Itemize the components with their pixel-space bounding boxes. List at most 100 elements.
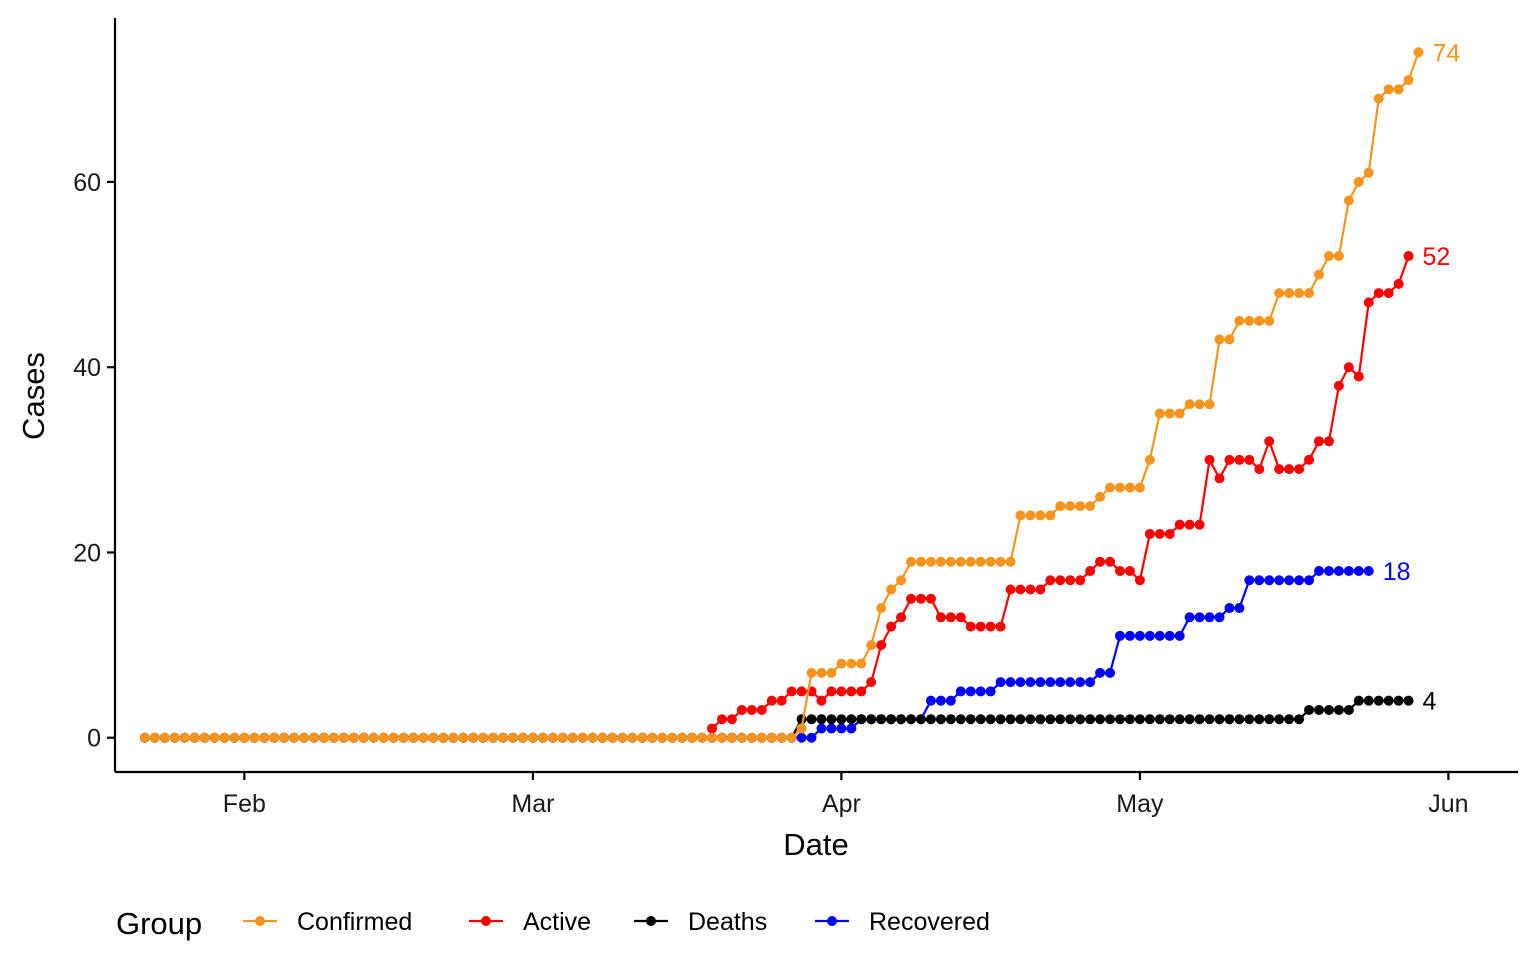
data-point-confirmed bbox=[428, 732, 439, 743]
data-point-deaths bbox=[816, 714, 827, 725]
legend-label: Active bbox=[523, 908, 591, 936]
data-point-confirmed bbox=[1194, 399, 1205, 410]
data-point-confirmed bbox=[687, 732, 698, 743]
data-point-active bbox=[1065, 575, 1076, 586]
data-point-confirmed bbox=[229, 732, 240, 743]
data-point-active bbox=[1383, 288, 1394, 299]
data-point-deaths bbox=[1403, 695, 1414, 706]
data-point-deaths bbox=[826, 714, 837, 725]
data-point-confirmed bbox=[388, 732, 399, 743]
data-point-active bbox=[975, 621, 986, 632]
data-point-deaths bbox=[925, 714, 936, 725]
data-point-deaths bbox=[1055, 714, 1066, 725]
data-point-confirmed bbox=[846, 658, 857, 669]
data-point-deaths bbox=[1164, 714, 1175, 725]
data-point-deaths bbox=[1144, 714, 1155, 725]
data-point-confirmed bbox=[348, 732, 359, 743]
legend-key-point bbox=[481, 916, 491, 926]
data-point-confirmed bbox=[796, 723, 807, 734]
legend-key-point bbox=[646, 916, 656, 926]
data-point-active bbox=[826, 686, 837, 697]
data-point-recovered bbox=[1204, 612, 1215, 623]
data-point-deaths bbox=[1005, 714, 1016, 725]
data-point-active bbox=[736, 704, 747, 715]
data-point-confirmed bbox=[527, 732, 538, 743]
data-point-confirmed bbox=[1264, 315, 1275, 326]
data-point-deaths bbox=[945, 714, 956, 725]
data-point-confirmed bbox=[667, 732, 678, 743]
data-point-deaths bbox=[866, 714, 877, 725]
data-point-recovered bbox=[1304, 575, 1315, 586]
data-point-confirmed bbox=[896, 575, 907, 586]
x-tick-label: Apr bbox=[822, 790, 861, 818]
data-point-confirmed bbox=[886, 584, 897, 595]
data-point-confirmed bbox=[1413, 47, 1424, 58]
data-point-active bbox=[726, 714, 737, 725]
data-point-deaths bbox=[1244, 714, 1255, 725]
data-point-recovered bbox=[1174, 630, 1185, 641]
data-point-recovered bbox=[1154, 630, 1165, 641]
data-point-recovered bbox=[1333, 566, 1344, 576]
data-point-confirmed bbox=[1224, 334, 1235, 345]
data-point-recovered bbox=[1144, 630, 1155, 641]
data-point-active bbox=[1144, 528, 1155, 539]
data-point-deaths bbox=[1134, 714, 1145, 725]
data-point-deaths bbox=[846, 714, 857, 725]
data-point-confirmed bbox=[249, 732, 260, 743]
data-point-deaths bbox=[975, 714, 986, 725]
data-point-recovered bbox=[1045, 677, 1056, 688]
data-point-confirmed bbox=[965, 556, 976, 567]
data-point-confirmed bbox=[1353, 176, 1364, 187]
data-point-confirmed bbox=[637, 732, 648, 743]
data-point-confirmed bbox=[1045, 510, 1056, 521]
data-point-active bbox=[1025, 584, 1036, 595]
data-point-active bbox=[915, 593, 926, 604]
data-point-recovered bbox=[1343, 566, 1354, 576]
data-point-confirmed bbox=[1005, 556, 1016, 567]
data-point-confirmed bbox=[1254, 315, 1265, 326]
data-point-active bbox=[1214, 473, 1225, 484]
data-point-recovered bbox=[1363, 566, 1374, 576]
data-point-confirmed bbox=[1313, 269, 1324, 280]
series-end-labels: 74 52 4 18 bbox=[1383, 39, 1461, 715]
data-point-confirmed bbox=[906, 556, 917, 567]
data-point-recovered bbox=[806, 732, 817, 743]
data-point-confirmed bbox=[1234, 315, 1245, 326]
data-point-active bbox=[1343, 362, 1354, 373]
data-point-confirmed bbox=[975, 556, 986, 567]
data-point-confirmed bbox=[1124, 482, 1135, 493]
data-point-recovered bbox=[1184, 612, 1195, 623]
data-point-confirmed bbox=[299, 732, 310, 743]
data-point-confirmed bbox=[1085, 501, 1096, 512]
data-point-confirmed bbox=[1114, 482, 1125, 493]
data-point-recovered bbox=[1224, 603, 1235, 614]
data-point-recovered bbox=[1254, 575, 1265, 586]
data-point-deaths bbox=[935, 714, 946, 725]
data-point-active bbox=[1184, 519, 1195, 530]
data-point-confirmed bbox=[289, 732, 300, 743]
data-point-recovered bbox=[995, 677, 1006, 688]
data-point-confirmed bbox=[239, 732, 250, 743]
data-point-confirmed bbox=[1105, 482, 1116, 493]
data-point-confirmed bbox=[309, 732, 320, 743]
data-point-confirmed bbox=[1244, 315, 1255, 326]
data-point-active bbox=[1224, 454, 1235, 465]
data-point-recovered bbox=[1294, 575, 1305, 586]
data-point-confirmed bbox=[1174, 408, 1185, 419]
end-label-active: 52 bbox=[1423, 243, 1451, 271]
data-point-deaths bbox=[1174, 714, 1185, 725]
data-point-confirmed bbox=[707, 732, 718, 743]
data-point-active bbox=[1005, 584, 1016, 595]
data-point-active bbox=[1294, 464, 1305, 475]
x-tick-label: Jun bbox=[1428, 790, 1468, 818]
legend-item-confirmed: Confirmed bbox=[243, 908, 412, 936]
data-point-confirmed bbox=[766, 732, 777, 743]
data-point-confirmed bbox=[1055, 501, 1066, 512]
data-point-deaths bbox=[1393, 695, 1404, 706]
data-point-recovered bbox=[1313, 566, 1324, 576]
data-point-confirmed bbox=[209, 732, 220, 743]
data-point-confirmed bbox=[985, 556, 996, 567]
data-point-active bbox=[1164, 528, 1175, 539]
data-point-recovered bbox=[1124, 630, 1135, 641]
data-point-confirmed bbox=[179, 732, 190, 743]
